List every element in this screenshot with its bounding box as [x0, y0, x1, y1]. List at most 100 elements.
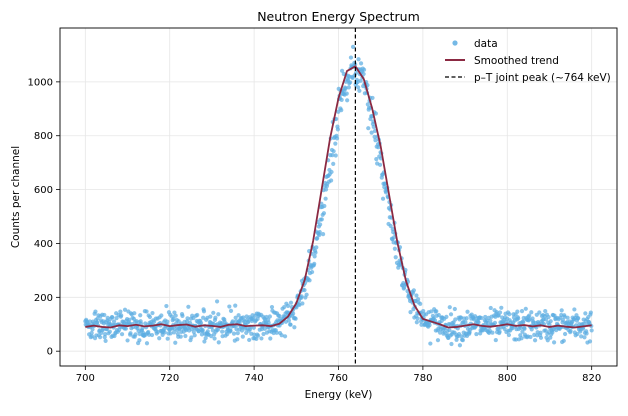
data-point [414, 293, 419, 298]
data-point [427, 322, 432, 328]
data-point [369, 130, 374, 135]
data-point [198, 320, 204, 326]
data-point [488, 318, 493, 323]
data-point [228, 328, 233, 333]
data-point [339, 108, 344, 113]
data-point [346, 85, 351, 90]
data-point [227, 304, 232, 309]
data-point [231, 331, 237, 336]
data-point [144, 309, 149, 314]
data-point [378, 162, 383, 167]
data-point [200, 328, 205, 333]
data-point [559, 308, 564, 313]
legend: data Smoothed trend p–T joint peak (~764… [445, 38, 611, 84]
data-point [268, 336, 273, 341]
data-point [302, 288, 307, 293]
data-point [95, 316, 100, 321]
data-point [507, 312, 512, 317]
data-point [339, 68, 345, 73]
data-point [391, 235, 397, 240]
data-point [490, 330, 495, 335]
data-point [562, 331, 568, 337]
data-point [474, 331, 479, 337]
data-point [376, 145, 381, 150]
grid-layer [60, 28, 617, 366]
data-point [392, 246, 397, 251]
data-point [366, 126, 371, 131]
data-point [111, 319, 117, 324]
data-point [543, 328, 548, 333]
data-point [165, 336, 170, 341]
data-point [579, 334, 584, 339]
data-point [266, 320, 271, 325]
data-point [361, 71, 366, 77]
data-point [357, 88, 362, 93]
data-point [189, 335, 194, 340]
data-point [528, 334, 533, 340]
data-point [285, 303, 291, 308]
data-point [516, 316, 521, 321]
data-point [138, 313, 143, 318]
data-point [529, 327, 534, 332]
data-point [314, 245, 319, 250]
data-point [370, 95, 375, 101]
data-point [202, 339, 207, 344]
x-tick-label: 740 [245, 373, 264, 384]
data-point [323, 196, 328, 201]
data-point [373, 111, 378, 116]
data-point [152, 319, 157, 324]
x-tick-label: 800 [498, 373, 517, 384]
data-point [323, 187, 329, 192]
data-point [479, 315, 484, 321]
data-point [201, 315, 206, 320]
data-point [261, 331, 266, 337]
data-point [538, 335, 544, 340]
data-point [213, 315, 218, 320]
data-point [252, 332, 257, 337]
data-point [529, 310, 534, 315]
data-point [132, 311, 137, 316]
data-point [588, 310, 593, 315]
data-point [374, 157, 379, 162]
data-point [356, 85, 361, 90]
data-point [543, 308, 548, 314]
data-point [321, 211, 327, 216]
data-point [312, 261, 317, 266]
data-point [432, 318, 438, 323]
data-point [187, 320, 193, 325]
data-point [393, 255, 398, 260]
data-point [548, 335, 553, 340]
data-point [457, 343, 463, 348]
data-point [353, 70, 359, 76]
data-point [236, 313, 241, 318]
data-point [429, 309, 434, 314]
data-point [157, 336, 162, 341]
data-point [320, 232, 326, 237]
data-point [572, 307, 577, 312]
x-tick-label: 780 [413, 373, 432, 384]
data-point [255, 333, 261, 338]
data-point [254, 336, 259, 342]
data-point [300, 301, 305, 306]
data-point [519, 309, 525, 314]
legend-label-data: data [474, 38, 498, 50]
data-point [267, 314, 272, 319]
data-point [576, 315, 581, 321]
data-point [497, 329, 502, 334]
data-point [547, 322, 552, 327]
data-point [421, 308, 426, 314]
legend-marker-data [452, 40, 458, 46]
data-point [582, 335, 587, 340]
data-point [559, 312, 564, 318]
data-point [317, 229, 322, 235]
data-point [464, 316, 469, 321]
y-tick-label: 0 [47, 347, 53, 358]
data-point [304, 292, 309, 297]
data-point [259, 336, 264, 341]
data-point [460, 338, 465, 343]
data-point [164, 303, 169, 309]
data-point [548, 319, 553, 324]
data-point [589, 328, 594, 333]
data-point [128, 331, 133, 336]
